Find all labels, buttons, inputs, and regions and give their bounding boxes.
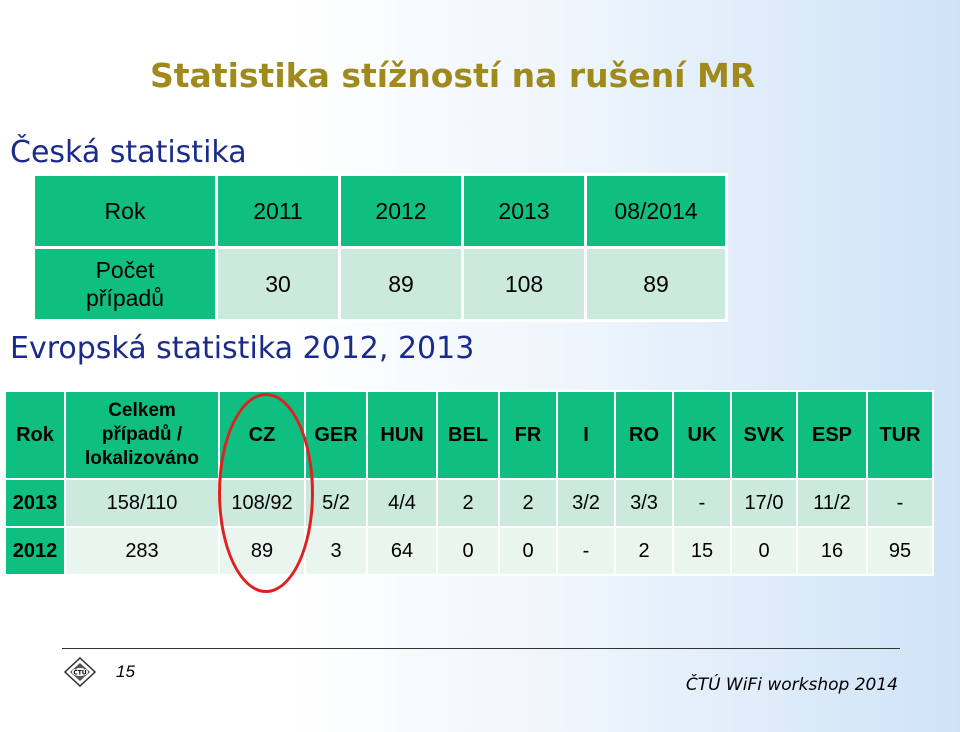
ctu-logo-icon: ČTÚ [64, 657, 96, 687]
czech-statistics-heading: Česká statistika [10, 135, 247, 170]
europe-table-header-row: Rok Celkem případů / lokalizováno CZ GER… [4, 390, 934, 480]
table-cell: 2 [498, 478, 558, 528]
table-cell: 11/2 [796, 478, 868, 528]
table-cell: 0 [730, 526, 798, 576]
european-statistics-heading: Evropská statistika 2012, 2013 [10, 331, 475, 366]
footer-divider [62, 648, 900, 649]
czech-header-2012: 2012 [338, 173, 464, 249]
cz-highlight-circle [218, 393, 314, 593]
country-header: ESP [796, 390, 868, 480]
table-cell: 3 [304, 526, 368, 576]
table-cell: - [672, 478, 732, 528]
czech-value-2014: 89 [584, 246, 728, 322]
celkem-line1: Celkem [108, 400, 176, 421]
table-cell: 3/3 [614, 478, 674, 528]
row-year: 2013 [4, 478, 66, 528]
czech-header-2014: 08/2014 [584, 173, 728, 249]
table-cell: 4/4 [366, 478, 438, 528]
table-cell: 95 [866, 526, 934, 576]
row-year: 2012 [4, 526, 66, 576]
table-cell: 64 [366, 526, 438, 576]
european-statistics-table: Rok Celkem případů / lokalizováno CZ GER… [4, 390, 934, 576]
table-cell: 16 [796, 526, 868, 576]
row-total: 158/110 [64, 478, 220, 528]
country-header: I [556, 390, 616, 480]
table-cell: 15 [672, 526, 732, 576]
table-cell: 17/0 [730, 478, 798, 528]
table-cell: 0 [436, 526, 500, 576]
europe-header-rok: Rok [4, 390, 66, 480]
table-cell: - [866, 478, 934, 528]
table-cell: 2 [436, 478, 500, 528]
czech-value-2013: 108 [461, 246, 587, 322]
europe-header-celkem: Celkem případů / lokalizováno [64, 390, 220, 480]
czech-statistics-table: Rok 2011 2012 2013 08/2014 Počet případů… [32, 173, 728, 322]
czech-row-label: Počet případů [32, 246, 218, 322]
country-header: RO [614, 390, 674, 480]
country-header: GER [304, 390, 368, 480]
table-cell: 3/2 [556, 478, 616, 528]
country-header: TUR [866, 390, 934, 480]
czech-row-label-line2: případů [85, 285, 164, 311]
czech-table-header-row: Rok 2011 2012 2013 08/2014 [32, 173, 728, 249]
table-row: 2013 158/110 108/92 5/2 4/4 2 2 3/2 3/3 … [4, 478, 934, 528]
row-total: 283 [64, 526, 220, 576]
country-header: UK [672, 390, 732, 480]
country-header: BEL [436, 390, 500, 480]
table-cell: 0 [498, 526, 558, 576]
czech-header-2013: 2013 [461, 173, 587, 249]
logo-text: ČTÚ [73, 670, 86, 677]
country-header: FR [498, 390, 558, 480]
table-row: 2012 283 89 3 64 0 0 - 2 15 0 16 95 [4, 526, 934, 576]
footer-text: ČTÚ WiFi workshop 2014 [685, 675, 898, 695]
page-title: Statistika stížností na rušení MR [150, 56, 756, 95]
table-cell: 2 [614, 526, 674, 576]
table-cell: 5/2 [304, 478, 368, 528]
czech-header-rok: Rok [32, 173, 218, 249]
czech-header-2011: 2011 [215, 173, 341, 249]
czech-value-2011: 30 [215, 246, 341, 322]
czech-row-label-line1: Počet [95, 257, 155, 283]
czech-table-row: Počet případů 30 89 108 89 [32, 246, 728, 322]
celkem-line2: případů / [101, 424, 183, 445]
country-header: SVK [730, 390, 798, 480]
czech-value-2012: 89 [338, 246, 464, 322]
table-cell: - [556, 526, 616, 576]
page-number: 15 [116, 662, 135, 681]
country-header: HUN [366, 390, 438, 480]
celkem-line3: lokalizováno [84, 448, 200, 469]
